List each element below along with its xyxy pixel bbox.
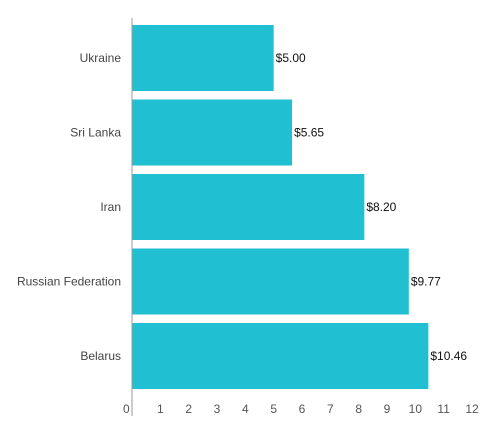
category-label-ukraine: Ukraine [80,51,122,65]
data-label-russian-federation: $9.77 [411,275,441,289]
x-tick-label-6: 6 [299,402,306,416]
axis-layer: 0 1 2 3 4 5 6 7 8 9 10 11 12 [123,18,479,416]
x-tick-label-3: 3 [214,402,221,416]
x-tick-label-7: 7 [327,402,334,416]
x-tick-label-12: 12 [465,402,479,416]
bar-sri-lanka [132,99,293,166]
x-tick-label-11: 11 [437,402,450,416]
category-label-sri-lanka: Sri Lanka [70,126,121,140]
x-tick-label-8: 8 [355,402,362,416]
data-label-ukraine: $5.00 [276,51,306,65]
data-label-belarus: $10.46 [430,349,467,363]
data-label-sri-lanka: $5.65 [294,126,324,140]
bar-iran [132,174,365,240]
bar-ukraine [132,25,274,91]
data-label-iran: $8.20 [366,200,396,214]
bar-belarus [132,323,429,389]
x-tick-label-5: 5 [270,402,277,416]
labels-layer: Ukraine $5.00 Sri Lanka $5.65 Iran $8.20 Russi… [17,51,467,363]
x-tick-label-1: 1 [157,402,164,416]
category-label-russian-federation: Russian Federation [17,275,121,289]
bars-layer [132,25,429,389]
category-label-belarus: Belarus [80,349,121,363]
x-tick-label-0: 0 [123,402,130,416]
x-tick-label-9: 9 [384,402,391,416]
x-tick-label-2: 2 [185,402,192,416]
category-label-iran: Iran [100,200,121,214]
x-tick-label-10: 10 [409,402,423,416]
bar-russian-federation [132,248,409,315]
x-tick-label-4: 4 [242,402,249,416]
